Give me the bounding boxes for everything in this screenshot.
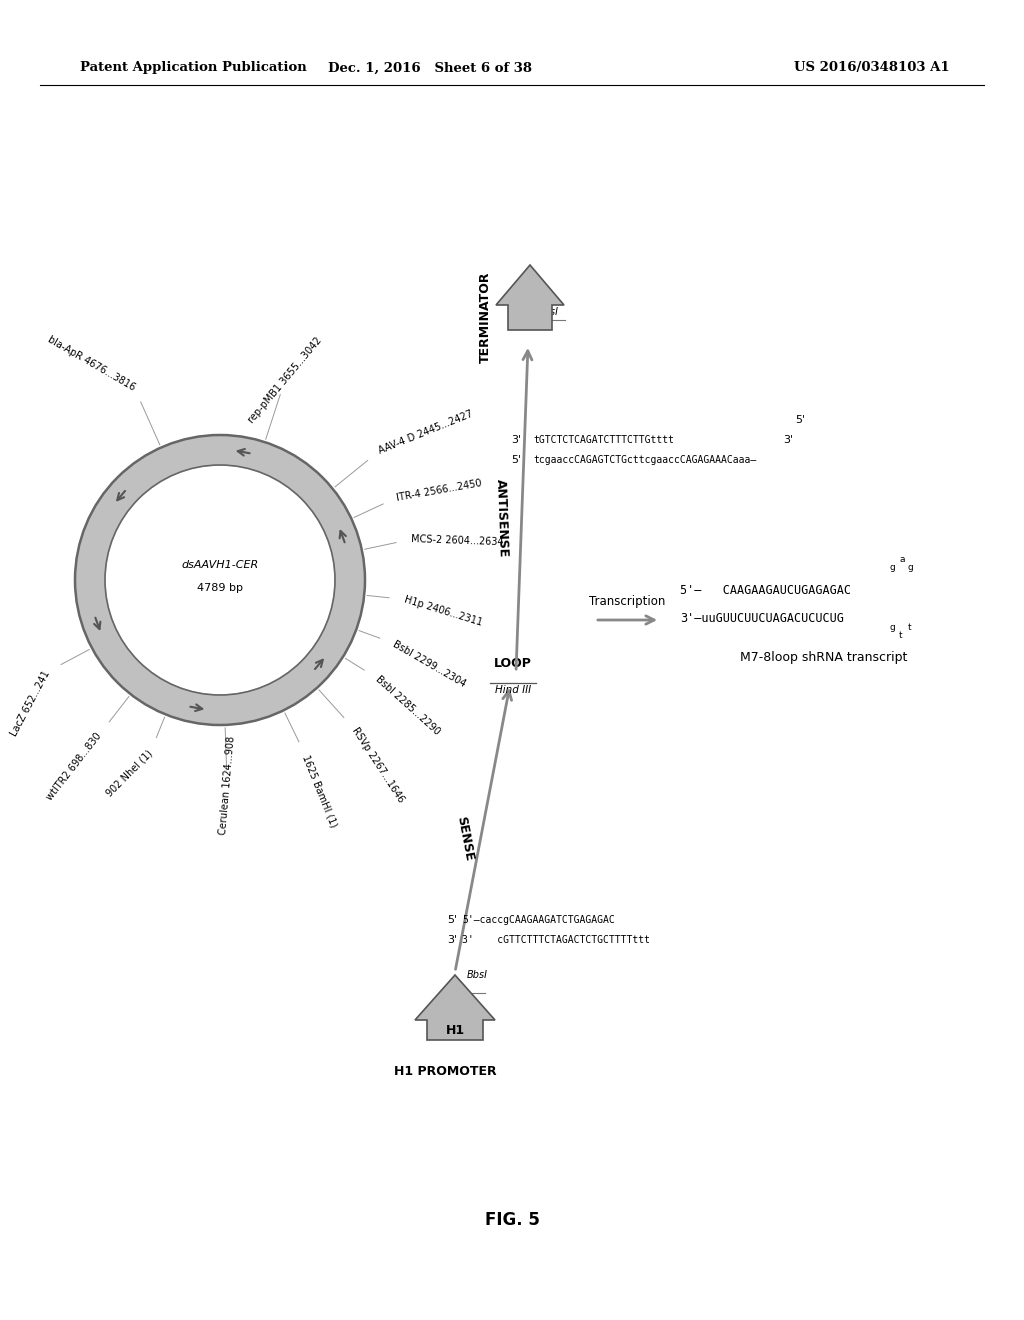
Text: t: t — [899, 631, 902, 640]
Text: BsbI 2285...2290: BsbI 2285...2290 — [374, 675, 441, 737]
Text: Transcription: Transcription — [590, 595, 666, 609]
Text: Hind III: Hind III — [495, 685, 531, 696]
Text: 3'    cGTTCTTTCTAGACTCTGCTTTTttt: 3' cGTTCTTTCTAGACTCTGCTTTTttt — [462, 935, 650, 945]
Text: 902 NheI (1): 902 NheI (1) — [104, 748, 155, 799]
Text: g: g — [908, 564, 913, 573]
Text: g: g — [890, 623, 896, 632]
Text: 4789 bp: 4789 bp — [197, 583, 243, 593]
Text: t: t — [908, 623, 911, 632]
Polygon shape — [496, 265, 564, 330]
Polygon shape — [415, 975, 495, 1040]
Text: LOOP: LOOP — [494, 657, 531, 671]
Text: US 2016/0348103 A1: US 2016/0348103 A1 — [795, 62, 950, 74]
Text: 3': 3' — [511, 436, 521, 445]
Text: ITR-4 2566...2450: ITR-4 2566...2450 — [396, 478, 482, 503]
Text: AAV-4 D 2445...2427: AAV-4 D 2445...2427 — [378, 408, 475, 455]
Text: BbsI: BbsI — [467, 970, 488, 979]
Text: MCS-2 2604...2634: MCS-2 2604...2634 — [411, 535, 504, 548]
Text: tGTCTCTCAGATCTTTCTTGtttt: tGTCTCTCAGATCTTTCTTGtttt — [534, 436, 674, 445]
Text: 5': 5' — [795, 414, 805, 425]
Text: ANTISENSE: ANTISENSE — [494, 479, 510, 558]
Text: BsbI 2299...2304: BsbI 2299...2304 — [391, 639, 468, 689]
Text: H1 PROMOTER: H1 PROMOTER — [393, 1065, 497, 1078]
Text: FIG. 5: FIG. 5 — [484, 1210, 540, 1229]
Text: dsAAVH1-CER: dsAAVH1-CER — [181, 560, 259, 570]
Text: RSVp 2267...1646: RSVp 2267...1646 — [349, 726, 406, 805]
Text: 3': 3' — [446, 935, 457, 945]
Text: wtITR2 698...830: wtITR2 698...830 — [45, 730, 103, 801]
Text: rep-pMB1 3655...3042: rep-pMB1 3655...3042 — [246, 335, 324, 425]
Text: LacZ 652...241: LacZ 652...241 — [9, 669, 52, 738]
Text: SENSE: SENSE — [454, 814, 475, 862]
Text: 5': 5' — [511, 455, 521, 465]
Text: tcgaaccCAGAGTCTGcttcgaaccCAGAGAAACaaa–: tcgaaccCAGAGTCTGcttcgaaccCAGAGAAACaaa– — [534, 455, 757, 465]
Text: H1: H1 — [445, 1023, 465, 1036]
Polygon shape — [75, 436, 365, 725]
Text: H1p 2406...2311: H1p 2406...2311 — [402, 594, 483, 628]
Text: bla-ApR 4676...3816: bla-ApR 4676...3816 — [46, 334, 137, 392]
Text: BbsI: BbsI — [538, 308, 559, 317]
Text: Cerulean 1624...908: Cerulean 1624...908 — [218, 735, 237, 834]
Text: M7-8loop shRNA transcript: M7-8loop shRNA transcript — [740, 652, 907, 664]
Text: g: g — [890, 564, 896, 573]
Text: TERMINATOR: TERMINATOR — [478, 272, 492, 363]
Text: 5': 5' — [446, 915, 457, 925]
Text: 1625 BamHI (1): 1625 BamHI (1) — [301, 754, 339, 829]
Text: Patent Application Publication: Patent Application Publication — [80, 62, 307, 74]
Text: 5'–   CAAGAAGAUCUGAGAGAC: 5'– CAAGAAGAUCUGAGAGAC — [680, 583, 851, 597]
Text: 3'–uuGUUCUUCUAGACUCUCUG: 3'–uuGUUCUUCUAGACUCUCUG — [680, 611, 844, 624]
Text: 5'–caccgCAAGAAGATCTGAGAGAC: 5'–caccgCAAGAAGATCTGAGAGAC — [462, 915, 614, 925]
Text: 3': 3' — [783, 436, 794, 445]
Text: a: a — [899, 556, 904, 565]
Text: Dec. 1, 2016   Sheet 6 of 38: Dec. 1, 2016 Sheet 6 of 38 — [328, 62, 532, 74]
